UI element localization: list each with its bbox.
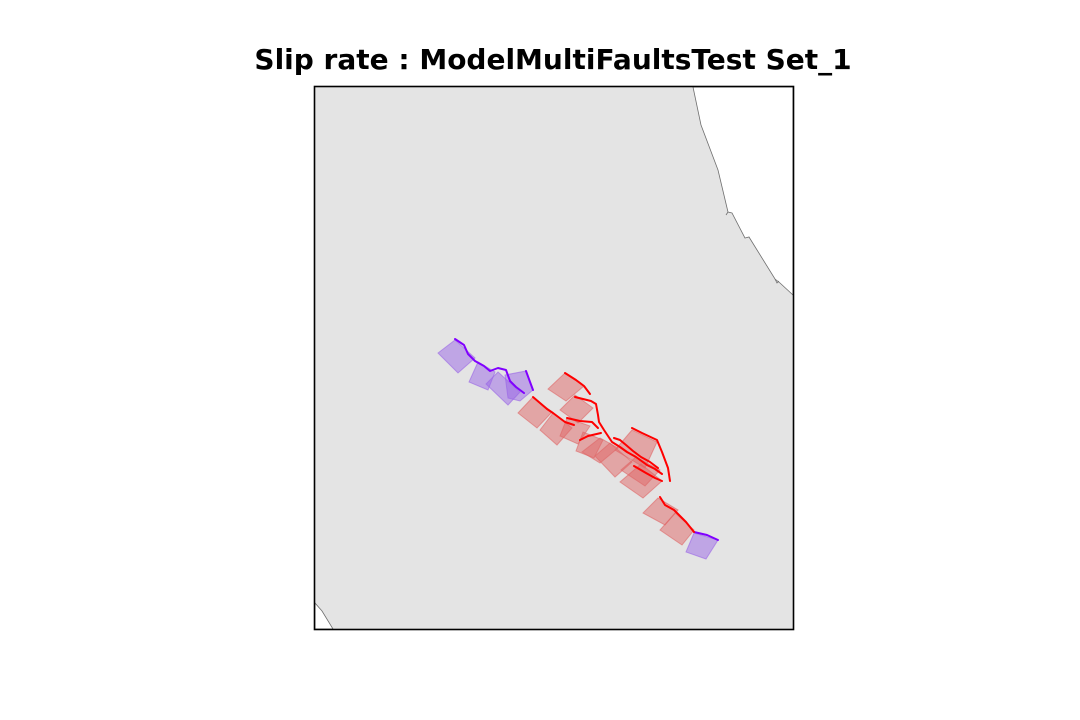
map-area	[315, 87, 793, 629]
fault-plane	[437, 339, 476, 374]
fault-trace	[566, 417, 599, 429]
fault-planes-low-slip	[437, 339, 719, 560]
fault-plane	[559, 417, 591, 445]
coastline	[725, 211, 780, 284]
fault-trace	[574, 396, 663, 475]
plot-title: Slip rate : ModelMultiFaultsTest Set_1	[254, 43, 852, 76]
map-frame	[313, 85, 795, 631]
fault-plane	[504, 370, 534, 402]
fault-trace	[613, 437, 659, 469]
fault-trace	[454, 338, 525, 394]
fault-trace	[579, 432, 602, 441]
sea-area	[315, 602, 334, 629]
fault-plane	[685, 532, 719, 560]
fault-traces-high-slip	[532, 372, 695, 533]
fault-trace	[633, 465, 663, 482]
fault-trace	[659, 496, 695, 533]
fault-trace	[525, 370, 534, 391]
fault-planes-high-slip	[517, 372, 695, 546]
fault-traces-low-slip	[454, 338, 719, 541]
fault-trace	[532, 396, 575, 426]
fault-plane	[619, 463, 663, 499]
fault-trace	[564, 372, 591, 395]
fault-trace	[693, 531, 719, 541]
sea-area	[692, 87, 793, 296]
fault-trace	[631, 427, 671, 482]
